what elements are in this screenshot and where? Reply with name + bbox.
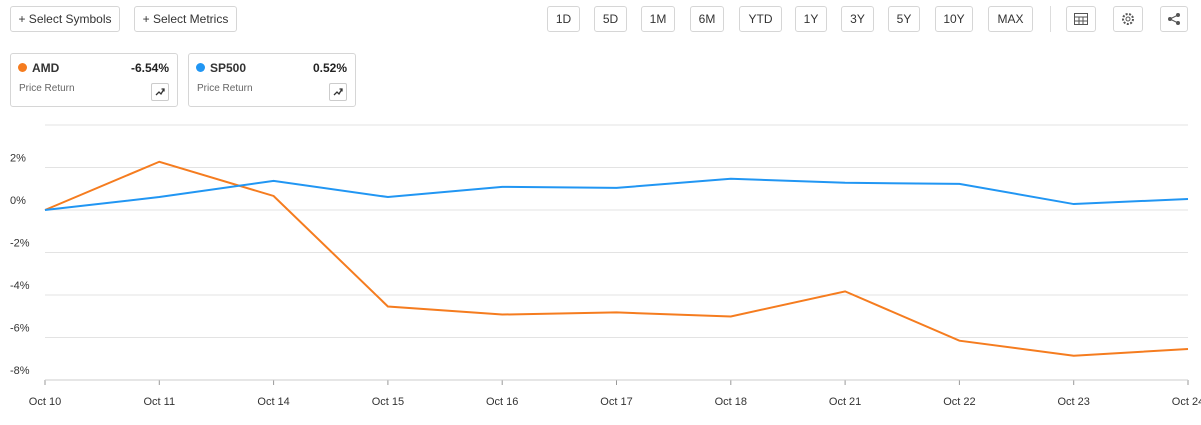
series-line: [44, 177, 1189, 211]
range-button[interactable]: MAX: [988, 6, 1033, 32]
x-tick-label: Oct 16: [486, 396, 518, 408]
x-tick-label: Oct 24: [1172, 396, 1201, 408]
x-tick-label: Oct 17: [600, 396, 632, 408]
range-button[interactable]: YTD: [739, 6, 782, 32]
icon: [155, 88, 165, 96]
y-tick-label: -2%: [10, 238, 30, 250]
select-button[interactable]: + Select Symbols: [10, 6, 120, 32]
separator: [1050, 6, 1051, 32]
range-button[interactable]: 1D: [547, 6, 580, 32]
icon: [333, 88, 343, 96]
range-button[interactable]: 5Y: [888, 6, 920, 32]
legend-label: AMD: [32, 61, 60, 75]
legend-label: SP500: [210, 61, 247, 75]
share-button[interactable]: [1160, 6, 1188, 32]
y-tick-label: 2%: [10, 153, 26, 165]
x-tick-label: Oct 15: [372, 396, 404, 408]
icon: [1122, 13, 1134, 25]
range-button[interactable]: 3Y: [841, 6, 874, 32]
change-value: 0.52%: [312, 61, 347, 75]
metric-label: Price Return: [197, 83, 253, 94]
y-tick-label: -4%: [10, 280, 30, 292]
x-tick-label: Oct 18: [715, 396, 747, 408]
x-tick-label: Oct 23: [1057, 396, 1089, 408]
icon: [1168, 13, 1180, 25]
legend-card: SP500 0.52% Price Return: [188, 53, 356, 107]
x-tick-label: Oct 14: [257, 396, 289, 408]
x-tick-label: Oct 21: [829, 396, 861, 408]
range-button[interactable]: 1M: [641, 6, 675, 32]
range-button[interactable]: 6M: [690, 6, 724, 32]
table-button[interactable]: [1066, 6, 1096, 32]
y-tick-label: -8%: [10, 365, 30, 377]
metric-label: Price Return: [19, 83, 75, 94]
legend-marker: [18, 63, 27, 72]
x-tick-label: Oct 22: [943, 396, 975, 408]
legend-card: AMD -6.54% Price Return: [10, 53, 178, 107]
x-tick-label: Oct 11: [144, 396, 176, 408]
chart-icon[interactable]: [151, 83, 169, 101]
series-line: [44, 160, 1189, 357]
y-tick-label: 0%: [10, 195, 26, 207]
range-button[interactable]: 5D: [594, 6, 627, 32]
icon: [1074, 13, 1088, 25]
change-value: -6.54%: [130, 61, 169, 75]
y-tick-label: -6%: [10, 323, 30, 335]
legend-marker: [196, 63, 205, 72]
chart-icon[interactable]: [329, 83, 347, 101]
x-tick-label: Oct 10: [29, 396, 61, 408]
range-button[interactable]: 1Y: [795, 6, 827, 32]
range-button[interactable]: 10Y: [935, 6, 973, 32]
select-button[interactable]: + Select Metrics: [134, 6, 237, 32]
settings-button[interactable]: [1113, 6, 1143, 32]
